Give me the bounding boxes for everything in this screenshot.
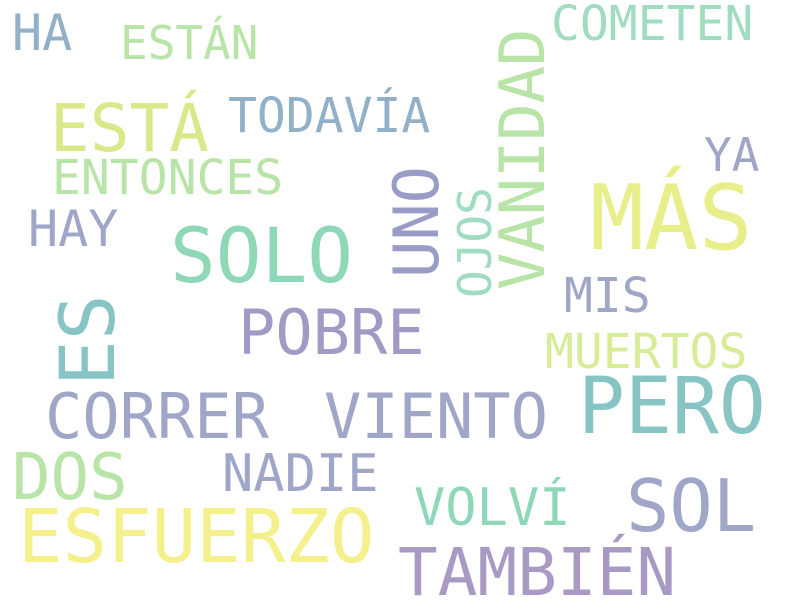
word-pero: PERO [578, 362, 766, 452]
word-viento: VIENTO [324, 380, 548, 453]
word-correr: CORRER [45, 380, 269, 453]
word-tambien: TAMBIÉN [398, 534, 677, 600]
word-muertos: MUERTOS [545, 324, 748, 380]
word-estan: ESTÁN [120, 16, 259, 70]
word-dos: DOS [12, 441, 128, 515]
word-solo: SOLO [170, 211, 354, 300]
word-mis: MIS [564, 268, 651, 324]
word-cometen: COMETEN [551, 0, 754, 52]
word-esfuerzo: ESFUERZO [18, 494, 375, 580]
word-todavia: TODAVÍA [228, 88, 431, 144]
word-uno: UNO [380, 166, 453, 278]
word-hay: HAY [28, 200, 119, 258]
word-ojos: OJOS [448, 187, 502, 298]
word-sol: SOL [626, 464, 757, 548]
word-nadie: NADIE [222, 444, 379, 504]
word-mas: MÁS [590, 166, 753, 271]
word-es: ES [43, 294, 132, 386]
word-ha: HA [12, 4, 73, 62]
word-volvi: VOLVÍ [414, 478, 571, 538]
word-ya: YA [704, 128, 760, 182]
word-esta: ESTÁ [50, 90, 209, 167]
word-pobre: POBRE [238, 296, 425, 369]
word-entonces: ENTONCES [52, 150, 284, 206]
